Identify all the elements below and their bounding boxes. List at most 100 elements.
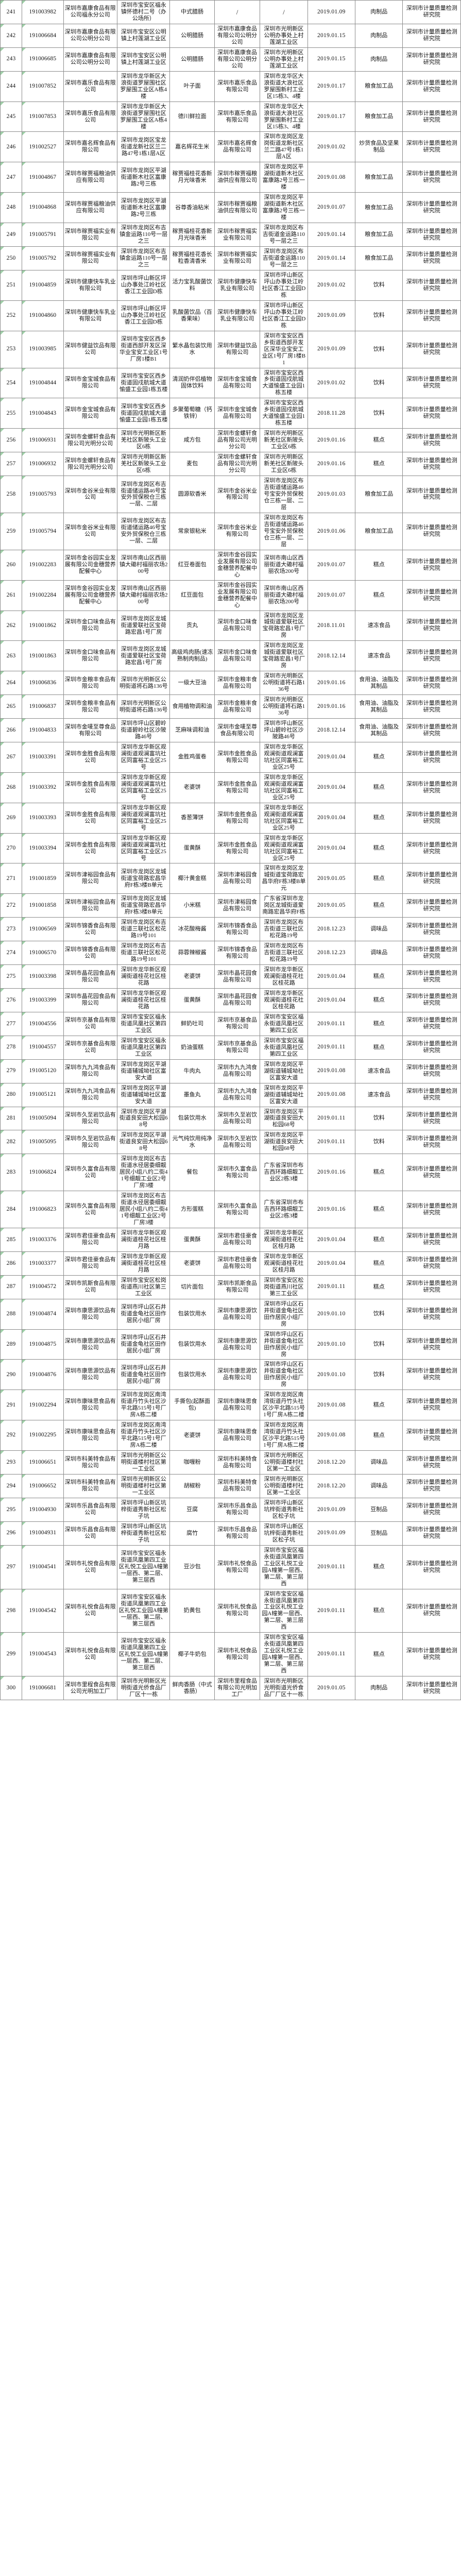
cell-date: 2019.01.16 [307, 694, 356, 719]
cell-address: 深圳市龙岗区龙城街道宝荷路宏昌华府F栋3楼B单元 [116, 863, 170, 894]
cell-category: 饮料 [355, 269, 403, 301]
table-row: 296 191004931 深圳市乐昌食品有限公司 深圳市坪山新区坑梓街道秀新社区松子… [0, 1521, 461, 1546]
cell-no: 251 [0, 269, 23, 301]
cell-code: 191005793 [22, 476, 64, 513]
cell-product: 稼贾福桂花香新月光味香米 [169, 223, 215, 247]
cell-code: 191004859 [22, 269, 64, 301]
cell-product: 贡丸 [169, 610, 215, 641]
cell-date: 2019.01.11 [307, 1632, 356, 1677]
cell-no: 250 [0, 246, 23, 270]
cell-maker_addr: 深圳市坪山新区坪山办事处江岭社区香江工业园D栋 [260, 300, 308, 331]
table-row: 284 191006823 深圳市久富食品有限公司 深圳市龙岗区布吉街道水径居委细靓居… [0, 1191, 461, 1228]
cell-entity: 深圳市久至岩饮品有限公司 [63, 1130, 118, 1155]
cell-lab: 深圳市计量质量检测研究院 [402, 580, 461, 611]
cell-address: 深圳市龙华新区观澜街道桂花社区桂月路 [116, 1251, 170, 1276]
cell-product: 圆源软香米 [169, 476, 215, 513]
cell-maker_addr: 深圳市龙华新区观澜街道观澜富坑社区同富裕工业区25号 [260, 741, 308, 773]
cell-lab: 深圳市计量质量检测研究院 [402, 1106, 461, 1131]
cell-entity: 深圳市健康快车乳业有限公司 [63, 300, 118, 331]
cell-maker_addr: 深圳市龙岗区布吉街道储运路46号宝安外贸保税仓三栋一层、二层 [260, 476, 308, 513]
cell-maker: 深圳市科美特食品有限公司 [214, 1474, 261, 1498]
cell-product: 包装饮用水 [169, 1359, 215, 1391]
cell-maker: 深圳市九九鸿食品有限公司 [214, 1082, 261, 1107]
cell-maker_addr: 深圳市光明新区新羌社区新陂头工业区6栋 [260, 452, 308, 477]
cell-address: 深圳市宝安区公明镇上村莲湖工业区 [116, 23, 170, 48]
cell-category: 粮食加工品 [355, 162, 403, 193]
cell-category: 糕点 [355, 772, 403, 803]
cell-product: 小米糕 [169, 893, 215, 918]
cell-code: 191003392 [22, 772, 64, 803]
cell-date: 2019.01.04 [307, 964, 356, 989]
cell-lab: 深圳市计量质量检测研究院 [402, 1329, 461, 1360]
cell-product: 老婆饼 [169, 1420, 215, 1451]
cell-no: 275 [0, 964, 23, 989]
cell-address: 深圳市宝安区福永街道凤凰第四工业区礼悦工业园A幢第一层西、第二层、第三层西 [116, 1632, 170, 1677]
cell-no: 263 [0, 640, 23, 672]
cell-product: 叶子面 [169, 71, 215, 102]
cell-code: 191004875 [22, 1329, 64, 1360]
cell-category: 糕点 [355, 1420, 403, 1451]
cell-entity: 深圳市津裕园食品有限公司 [63, 863, 118, 894]
cell-address: 深圳市龙岗区龙城街道宝荷路宏昌华府F栋3楼B单元 [116, 893, 170, 918]
cell-maker: 深圳市嘉康食品有限公司公明分公司 [214, 47, 261, 72]
cell-no: 296 [0, 1521, 23, 1546]
cell-category: 糕点 [355, 863, 403, 894]
cell-entity: 深圳市金螺轩食品有限公司光明分公司 [63, 428, 118, 453]
cell-lab: 深圳市计量质量检测研究院 [402, 941, 461, 965]
cell-maker: 深圳市康味思食品有限公司 [214, 1420, 261, 1451]
cell-category: 速冻食品 [355, 640, 403, 672]
cell-entity: 深圳市金粮丰食品有限公司 [63, 671, 118, 696]
table-row: 274 191006570 深圳市锦香食品有限公司 深圳市龙岗区布吉街道三联社区松花路… [0, 941, 461, 965]
cell-lab: 深圳市计量质量检测研究院 [402, 610, 461, 641]
cell-maker: 深圳市嘉乐食品有限公司 [214, 71, 261, 102]
cell-category: 糕点 [355, 1191, 403, 1228]
cell-lab: 深圳市计量质量检测研究院 [402, 246, 461, 270]
cell-product: 胡椒粉 [169, 1474, 215, 1498]
cell-maker: 深圳市金胜食品有限公司 [214, 833, 261, 864]
cell-code: 191006685 [22, 47, 64, 72]
cell-no: 278 [0, 1035, 23, 1060]
table-row: 283 191006824 深圳市久富食品有限公司 深圳市龙岗区布吉街道水径居委细靓居… [0, 1154, 461, 1192]
cell-lab: 深圳市计量质量检测研究院 [402, 863, 461, 894]
cell-category: 糕点 [355, 964, 403, 989]
table-row: 288 191004874 深圳市康思源饮品有限公司 深圳市坪山区石井街道金龟社区田作… [0, 1298, 461, 1330]
cell-address: 深圳市宝安区西乡街道固戍航城大道愉盛工业园1栋五楼 [116, 367, 170, 399]
cell-product: 老婆饼 [169, 1251, 215, 1276]
cell-no: 258 [0, 476, 23, 513]
table-row: 243 191006685 深圳市嘉康食品有限公司公明分公司 深圳市宝安区公明镇上村莲… [0, 47, 461, 72]
cell-code: 191007852 [22, 71, 64, 102]
cell-product: 鲜肉香肠（中式香肠） [169, 1676, 215, 1701]
cell-address: 深圳市南山区西丽镇大磡村福丽农场200号 [116, 580, 170, 611]
cell-code: 191005094 [22, 1106, 64, 1131]
cell-maker_addr: 深圳市坪山区石井街道金龟社区田作居民小组厂房 [260, 1298, 308, 1330]
table-row: 247 191004867 深圳市稼贾福粮油供应有限公司 深圳市龙岗区平湖街道新木社区… [0, 162, 461, 193]
cell-address: 深圳市龙华新区大浪街道罗屋围社区罗屋围工业区A栋4楼 [116, 71, 170, 102]
cell-maker_addr: 深圳市南山区西丽街道大磡村福丽农场200号 [260, 549, 308, 581]
cell-maker_addr: 深圳市龙岗区龙岗街道龙新社区兰二路47号1栋1层A区 [260, 131, 308, 163]
cell-maker: 深圳市金宝城食品有限公司 [214, 367, 261, 399]
cell-no: 294 [0, 1474, 23, 1498]
cell-lab: 深圳市计量质量检测研究院 [402, 671, 461, 696]
cell-code: 191006651 [22, 1450, 64, 1475]
cell-maker: 深圳市健康快车乳业有限公司 [214, 300, 261, 331]
cell-maker: 深圳市久富食品有限公司 [214, 1191, 261, 1228]
cell-entity: 深圳市稼贾福粮油供应有限公司 [63, 192, 118, 224]
cell-lab: 深圳市计量质量检测研究院 [402, 640, 461, 672]
table-row: 286 191003377 深圳市君佳豪食品有限公司 深圳市龙华新区观澜街道桂花社区桂… [0, 1251, 461, 1276]
cell-maker: 深圳市稼贾福粮油供应有限公司 [214, 162, 261, 193]
cell-lab: 深圳市计量质量检测研究院 [402, 71, 461, 102]
table-row: 254 191004844 深圳市金宝城食品有限公司 深圳市宝安区西乡街道固戍航城大道… [0, 367, 461, 399]
cell-no: 292 [0, 1420, 23, 1451]
cell-lab: 深圳市计量质量检测研究院 [402, 1275, 461, 1299]
table-row: 250 191005792 深圳市稼贾福实业有限公司 深圳市龙岗区布吉镇金运路110号… [0, 246, 461, 270]
cell-category: 糕点 [355, 1251, 403, 1276]
cell-maker_addr: 深圳市龙岗区布吉街道金运路110号一层之三 [260, 223, 308, 247]
cell-maker: 深圳市金口味食品有限公司 [214, 610, 261, 641]
cell-code: 191003376 [22, 1228, 64, 1252]
cell-address: 深圳市光明新区光明街道光侨食品厂厂区十一栋 [116, 1676, 170, 1701]
table-row: 262 191001862 深圳市金口味食品有限公司 深圳市龙岗区龙城街道爱联社区宝荷… [0, 610, 461, 641]
cell-code: 191006681 [22, 1676, 64, 1701]
cell-entity: 深圳市科美特食品有限公司 [63, 1450, 118, 1475]
cell-entity: 深圳市晶花园食品有限公司 [63, 964, 118, 989]
cell-category: 豆制品 [355, 1521, 403, 1546]
